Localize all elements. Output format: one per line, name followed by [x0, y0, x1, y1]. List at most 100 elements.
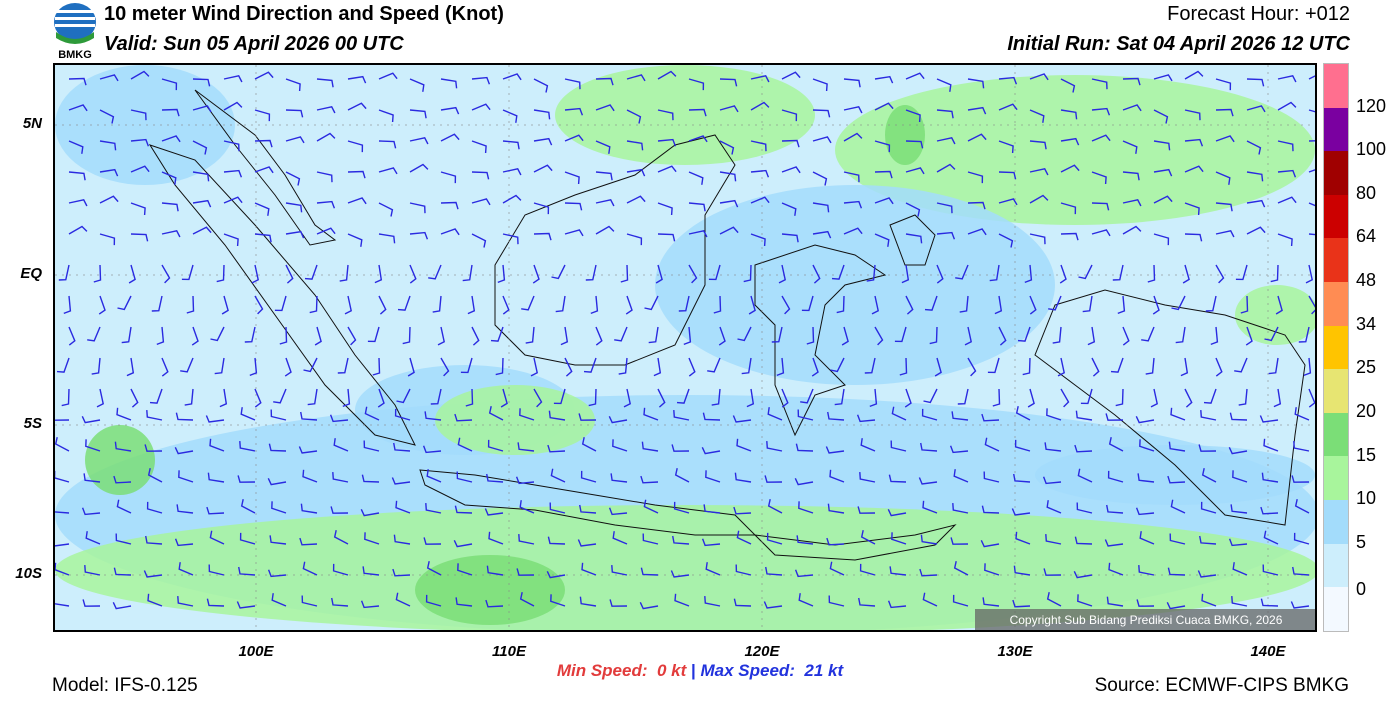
- wind-barb: [1076, 502, 1093, 514]
- wind-barb: [209, 530, 225, 545]
- wind-barb: [553, 388, 566, 405]
- wind-barb: [519, 592, 535, 607]
- wind-barb: [347, 233, 363, 247]
- speed-shade: [555, 65, 815, 165]
- wind-barb: [750, 233, 766, 247]
- wind-barb: [238, 566, 256, 576]
- wind-barb: [874, 197, 894, 205]
- wind-barb: [1139, 439, 1155, 452]
- wind-barb: [177, 596, 194, 607]
- wind-barb: [1175, 326, 1186, 344]
- wind-barb: [781, 71, 801, 80]
- wind-barb: [285, 202, 303, 213]
- speed-shade: [885, 105, 925, 165]
- wind-barb: [454, 505, 473, 514]
- wind-barb: [1170, 407, 1186, 421]
- wind-barb: [360, 600, 380, 609]
- wind-barb: [299, 537, 318, 546]
- wind-barb: [1261, 472, 1279, 483]
- wind-barb: [316, 227, 336, 235]
- model-info: Model: IFS-0.125: [52, 675, 198, 696]
- wind-barb: [426, 561, 442, 576]
- wind-barb: [830, 357, 845, 373]
- lat-label-5s: 5S: [23, 415, 42, 432]
- wind-barb: [1150, 388, 1158, 408]
- wind-barb: [1091, 357, 1100, 377]
- wind-barb: [967, 171, 984, 184]
- wind-barb: [641, 441, 659, 452]
- wind-barb: [705, 562, 721, 576]
- wind-barb: [1074, 444, 1093, 453]
- wind-barb: [952, 503, 969, 514]
- wind-barb: [612, 439, 628, 452]
- source-info: Source: ECMWF-CIPS BMKG: [1094, 675, 1349, 696]
- wind-barb: [240, 407, 256, 421]
- wind-barb: [1122, 326, 1130, 346]
- wind-barb: [1215, 202, 1233, 212]
- wind-barb: [471, 233, 487, 248]
- wind-barb: [1137, 473, 1155, 483]
- colorbar-segment: [1324, 369, 1348, 413]
- colorbar-label: 0: [1356, 579, 1367, 600]
- wind-barb: [1122, 77, 1141, 86]
- wind-barb: [1044, 442, 1062, 452]
- wind-barb: [239, 532, 256, 545]
- wind-barb: [736, 438, 752, 452]
- wind-barb: [936, 78, 952, 92]
- wind-barb: [998, 198, 1018, 206]
- wind-barb: [643, 499, 659, 514]
- wind-barb: [860, 438, 876, 452]
- wind-barb: [547, 444, 566, 453]
- wind-barb: [462, 264, 473, 282]
- wind-barb: [936, 137, 956, 145]
- wind-barb: [750, 75, 770, 83]
- wind-barb: [1046, 408, 1062, 421]
- wind-barb: [763, 601, 783, 609]
- wind-barb: [178, 470, 194, 483]
- wind-barb: [644, 295, 659, 311]
- wind-barb: [595, 326, 603, 346]
- wind-barb: [223, 101, 243, 111]
- speed-shade: [1235, 285, 1315, 345]
- wind-barb: [920, 534, 938, 545]
- wind-barb: [130, 138, 150, 147]
- wind-barb: [239, 441, 256, 452]
- wind-barb: [116, 499, 132, 514]
- wind-barb: [1106, 504, 1124, 514]
- wind-barb: [843, 171, 860, 183]
- wind-barb: [1277, 75, 1297, 83]
- wind-barb: [864, 357, 876, 374]
- colorbar-segment: [1324, 456, 1348, 501]
- speed-shade: [85, 425, 155, 495]
- wind-barb: [488, 531, 504, 545]
- wind-barb: [1153, 195, 1173, 204]
- wind-barb: [874, 233, 890, 247]
- wind-barb: [564, 134, 584, 142]
- wind-barb: [1308, 75, 1315, 80]
- wind-barb: [719, 226, 739, 235]
- wind-barb: [994, 295, 1003, 315]
- wind-barb: [533, 202, 550, 215]
- wind-barb: [812, 109, 831, 118]
- colorbar-label: 120: [1356, 95, 1387, 116]
- wind-barb: [332, 563, 349, 576]
- wind-barb: [583, 357, 597, 373]
- wind-barb: [920, 442, 938, 452]
- wind-barb: [859, 472, 876, 483]
- wind-barb: [1260, 598, 1279, 607]
- wind-barb: [396, 388, 411, 404]
- wind-barb: [1277, 196, 1297, 204]
- wind-barb: [1080, 388, 1093, 405]
- wind-barb: [1215, 108, 1234, 117]
- wind-barb: [115, 533, 132, 545]
- wind-barb: [922, 500, 938, 514]
- wind-barb: [936, 231, 956, 240]
- wind-barb: [309, 295, 318, 314]
- wind-barb: [1153, 233, 1170, 246]
- wind-barb: [1198, 444, 1217, 452]
- wind-barb: [781, 388, 789, 408]
- wind-barb: [430, 388, 442, 405]
- wind-barb: [1229, 412, 1248, 421]
- wind-barb: [1166, 602, 1186, 610]
- wind-barb: [580, 470, 597, 483]
